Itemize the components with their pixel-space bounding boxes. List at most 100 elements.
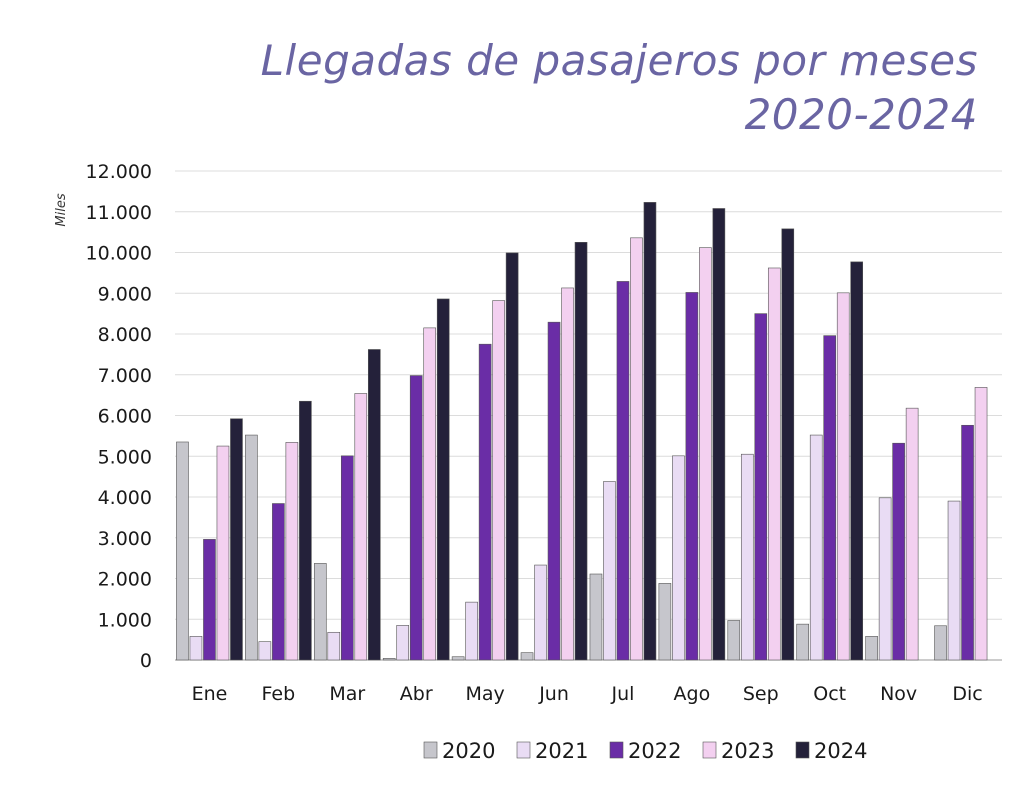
bar-2021-abr: [396, 625, 410, 661]
bar-2020-feb: [245, 434, 258, 661]
bar-2022-ene: [203, 539, 216, 661]
bar-2021-nov: [878, 497, 892, 661]
legend-swatch-2021: [516, 741, 531, 759]
legend-swatch-2020: [423, 741, 438, 759]
bar-2022-jun: [547, 321, 561, 661]
y-axis-ticks: 0 1.000 2.000 3.000 4.000 5.000 6.000 7.000 8.00…: [86, 161, 152, 672]
bar-2020-oct: [796, 623, 810, 661]
legend-label-2020: 2020: [442, 739, 495, 763]
bar-2021-ene: [189, 636, 203, 661]
bar-2023-dic: [974, 387, 988, 661]
bar-2020-jul: [589, 573, 603, 661]
y-tick-label: 12.000: [86, 161, 152, 183]
x-tick-label: Mar: [329, 683, 365, 705]
bar-2024-ene: [230, 418, 243, 661]
legend-swatch-2022: [609, 741, 624, 759]
bar-2024-jun: [574, 242, 588, 661]
bar-2021-sep: [740, 453, 754, 661]
legend-label-2023: 2023: [721, 739, 774, 763]
x-tick-label: Ene: [192, 683, 228, 705]
x-tick-label: Nov: [880, 683, 917, 705]
x-tick-label: Ago: [674, 683, 711, 705]
bar-2022-feb: [272, 503, 285, 661]
y-tick-label: 1.000: [98, 609, 152, 631]
bar-2021-may: [465, 601, 478, 661]
x-tick-label: Oct: [813, 683, 846, 705]
bar-2021-jul: [603, 481, 616, 661]
legend-label-2021: 2021: [535, 739, 588, 763]
bar-2022-jul: [616, 281, 630, 661]
bar-2024-oct: [850, 261, 864, 661]
bar-2021-ago: [672, 455, 685, 661]
bar-2023-ene: [216, 445, 230, 661]
chart-title-line2: 2020-2024: [744, 90, 978, 139]
bar-2024-ago: [712, 208, 726, 661]
y-tick-label: 2.000: [98, 569, 152, 591]
legend: 2020 2021 2022 2023 2024: [423, 739, 867, 763]
gridlines: [175, 170, 1002, 661]
bar-2023-nov: [905, 407, 919, 661]
y-tick-label: 10.000: [86, 243, 152, 265]
bar-2023-mar: [354, 393, 368, 661]
bar-2023-oct: [836, 292, 850, 661]
x-tick-label: Sep: [743, 683, 779, 705]
bar-2020-may: [451, 656, 465, 661]
bar-2020-abr: [382, 658, 396, 661]
bar-2021-dic: [947, 500, 961, 661]
bar-2020-ene: [176, 441, 189, 661]
bar-2023-jul: [630, 237, 643, 661]
bar-2020-jun: [520, 652, 534, 661]
y-tick-label: 5.000: [98, 446, 152, 468]
bar-2022-ago: [685, 292, 699, 661]
x-tick-label: Jun: [538, 683, 569, 705]
bars: [176, 202, 988, 661]
bar-2023-sep: [767, 267, 781, 661]
bar-2022-may: [478, 343, 492, 661]
bar-2022-mar: [340, 455, 354, 661]
x-axis-ticks: Ene Feb Mar Abr May Jun Jul Ago Sep Oct Nov Dic: [192, 683, 983, 705]
legend-swatch-2023: [702, 741, 717, 759]
bar-2024-mar: [367, 349, 381, 661]
chart-title: Llegadas de pasajeros por meses 2020-202…: [261, 34, 978, 142]
bar-2022-oct: [823, 335, 837, 661]
legend-swatch-2024: [795, 741, 810, 759]
x-tick-label: May: [465, 683, 504, 705]
bar-2023-abr: [423, 327, 437, 661]
y-tick-label: 7.000: [98, 365, 152, 387]
bar-2022-abr: [409, 375, 423, 661]
bar-2023-ago: [699, 247, 712, 661]
y-tick-label: 9.000: [98, 283, 152, 305]
bar-2020-nov: [865, 636, 878, 661]
bar-2021-feb: [258, 641, 272, 661]
bar-2023-jun: [561, 287, 574, 661]
bar-2023-feb: [285, 442, 299, 661]
bar-2020-mar: [313, 563, 327, 661]
chart-title-line1: Llegadas de pasajeros por meses: [260, 36, 978, 85]
bar-2022-sep: [754, 313, 768, 661]
y-tick-label: 0: [140, 650, 152, 672]
y-tick-label: 6.000: [98, 406, 152, 428]
bar-2020-ago: [658, 583, 672, 661]
y-axis-unit-label: Miles: [54, 193, 69, 226]
bar-2023-may: [492, 300, 505, 661]
bar-2024-feb: [299, 400, 312, 661]
bar-2020-sep: [727, 620, 741, 661]
bar-2024-abr: [436, 298, 450, 661]
x-tick-label: Jul: [610, 683, 634, 705]
bar-2024-may: [505, 252, 519, 661]
bar-2024-jul: [643, 202, 657, 661]
y-tick-label: 8.000: [98, 324, 152, 346]
y-tick-label: 11.000: [86, 202, 152, 224]
y-tick-label: 3.000: [98, 528, 152, 550]
legend-label-2024: 2024: [814, 739, 867, 763]
x-tick-label: Abr: [400, 683, 433, 705]
bar-2020-dic: [934, 625, 947, 661]
bar-2021-jun: [534, 564, 547, 661]
bar-2022-nov: [892, 442, 905, 661]
bar-2021-oct: [809, 434, 823, 661]
x-tick-label: Dic: [952, 683, 982, 705]
y-tick-label: 4.000: [98, 487, 152, 509]
legend-label-2022: 2022: [628, 739, 681, 763]
bar-2022-dic: [961, 424, 974, 661]
